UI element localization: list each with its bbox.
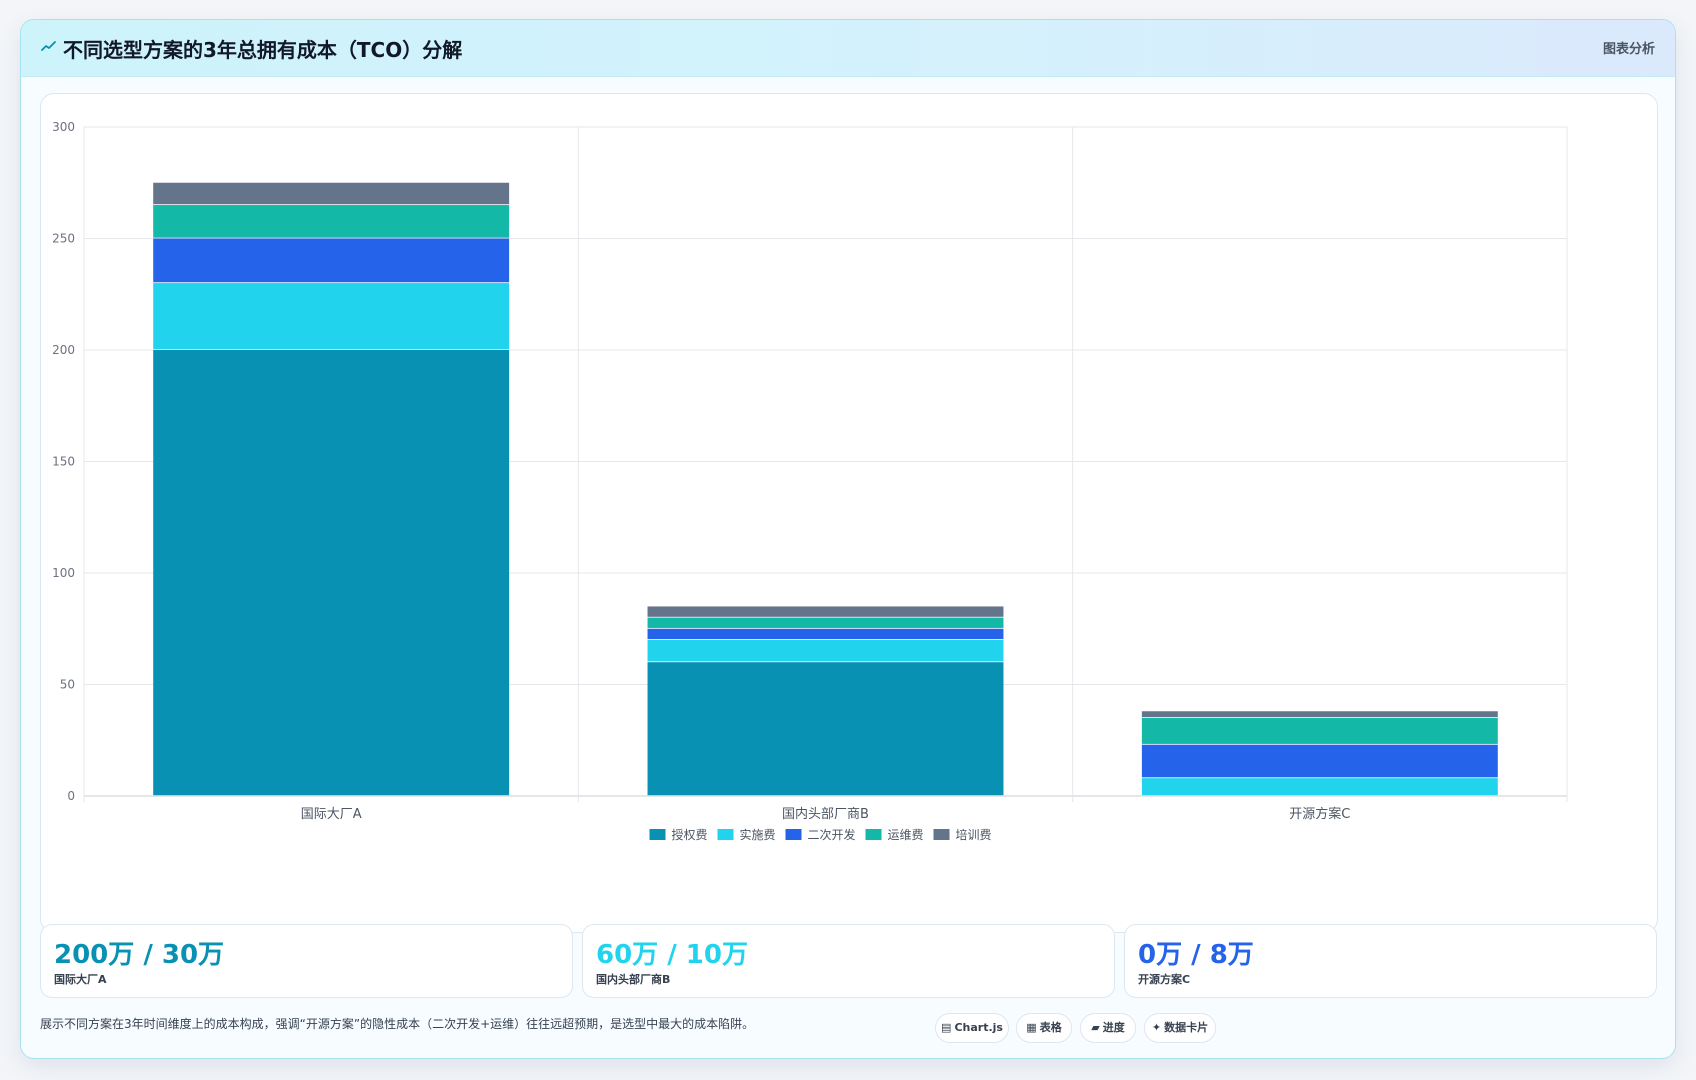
stacked-bar-chart: 0 50 100 150 200 250 300 国际大厂A 国内头部厂商B 开源方案C 授权费 实施… [52, 120, 1568, 842]
chip-chartjs[interactable]: ▤ Chart.js [935, 1013, 1009, 1043]
x-tick-label: 国内头部厂商B [782, 806, 869, 822]
x-tick-label: 国际大厂A [301, 807, 362, 822]
chip-label: 进度 [1102, 1021, 1125, 1034]
x-tick-label: 开源方案C [1289, 806, 1350, 822]
bar-segment [1141, 711, 1498, 718]
stat-label: 国内头部厂商B [596, 973, 671, 986]
y-tick-label: 0 [67, 789, 75, 803]
stat-value: 200万 / 30万 [54, 940, 225, 970]
chart-description: 展示不同方案在3年时间维度上的成本构成，强调“开源方案”的隐性成本（二次开发+运… [40, 1017, 755, 1031]
chart-title: 不同选型方案的3年总拥有成本（TCO）分解 [63, 38, 463, 62]
y-tick-label: 250 [52, 232, 75, 246]
legend-swatch [865, 829, 882, 840]
bar-segment [1141, 744, 1498, 778]
chip-label: Chart.js [954, 1021, 1003, 1034]
y-tick-label: 200 [52, 343, 75, 357]
bar-segment [1141, 717, 1498, 744]
stat-card-a: 200万 / 30万 国际大厂A [40, 924, 573, 998]
table-icon: ▦ [1026, 1021, 1037, 1034]
stat-value: 0万 / 8万 [1138, 940, 1254, 970]
stat-cards: 200万 / 30万 国际大厂A 60万 / 10万 国内头部厂商B 0万 / … [40, 924, 1657, 998]
bar-segment [647, 628, 1004, 640]
stat-card-c: 0万 / 8万 开源方案C [1124, 924, 1657, 998]
y-tick-label: 150 [52, 455, 75, 469]
chart-panel: 0 50 100 150 200 250 300 国际大厂A 国内头部厂商B 开源方案C 授权费 实施… [40, 93, 1658, 933]
chart-icon: ▤ [941, 1021, 952, 1034]
trend-line-icon [41, 41, 56, 51]
bar-segment [153, 283, 510, 350]
bar-segment [647, 606, 1004, 617]
legend-label: 授权费 [672, 827, 708, 842]
legend-swatch [649, 829, 666, 840]
legend-swatch [933, 829, 950, 840]
bar-segment [1141, 778, 1498, 796]
chip-progress[interactable]: ▰ 进度 [1080, 1013, 1136, 1043]
stat-value: 60万 / 10万 [596, 940, 748, 970]
stat-card-b: 60万 / 10万 国内头部厂商B [582, 924, 1115, 998]
bar-segment [153, 350, 510, 796]
legend-label: 实施费 [740, 827, 776, 842]
card-header: 不同选型方案的3年总拥有成本（TCO）分解 图表分析 [21, 20, 1675, 77]
bar-segment [647, 617, 1004, 628]
legend-swatch [717, 829, 734, 840]
legend-label: 培训费 [956, 827, 992, 842]
y-tick-label: 300 [52, 120, 75, 134]
bar-segment [647, 639, 1004, 662]
chart-analysis-tag[interactable]: 图表分析 [1602, 42, 1655, 57]
bar-segment [153, 182, 510, 205]
progress-icon: ▰ [1091, 1021, 1100, 1034]
y-tick-label: 100 [52, 566, 75, 580]
chip-label: 数据卡片 [1164, 1021, 1209, 1034]
chip-table[interactable]: ▦ 表格 [1016, 1013, 1072, 1043]
legend-label: 运维费 [888, 828, 924, 842]
chart-card: 不同选型方案的3年总拥有成本（TCO）分解 图表分析 0 50 100 150 200 2… [20, 19, 1676, 1059]
legend-label: 二次开发 [808, 827, 856, 842]
stat-label: 开源方案C [1138, 973, 1191, 986]
stat-label: 国际大厂A [54, 973, 107, 986]
sparkle-icon: ✦ [1151, 1021, 1162, 1034]
chip-label: 表格 [1039, 1021, 1062, 1034]
chip-data-card[interactable]: ✦ 数据卡片 [1144, 1013, 1216, 1043]
y-tick-label: 50 [60, 678, 75, 692]
bar-segment [153, 205, 510, 238]
bar-segment [153, 238, 510, 283]
bar-segment [647, 662, 1004, 796]
legend-swatch [785, 829, 802, 840]
